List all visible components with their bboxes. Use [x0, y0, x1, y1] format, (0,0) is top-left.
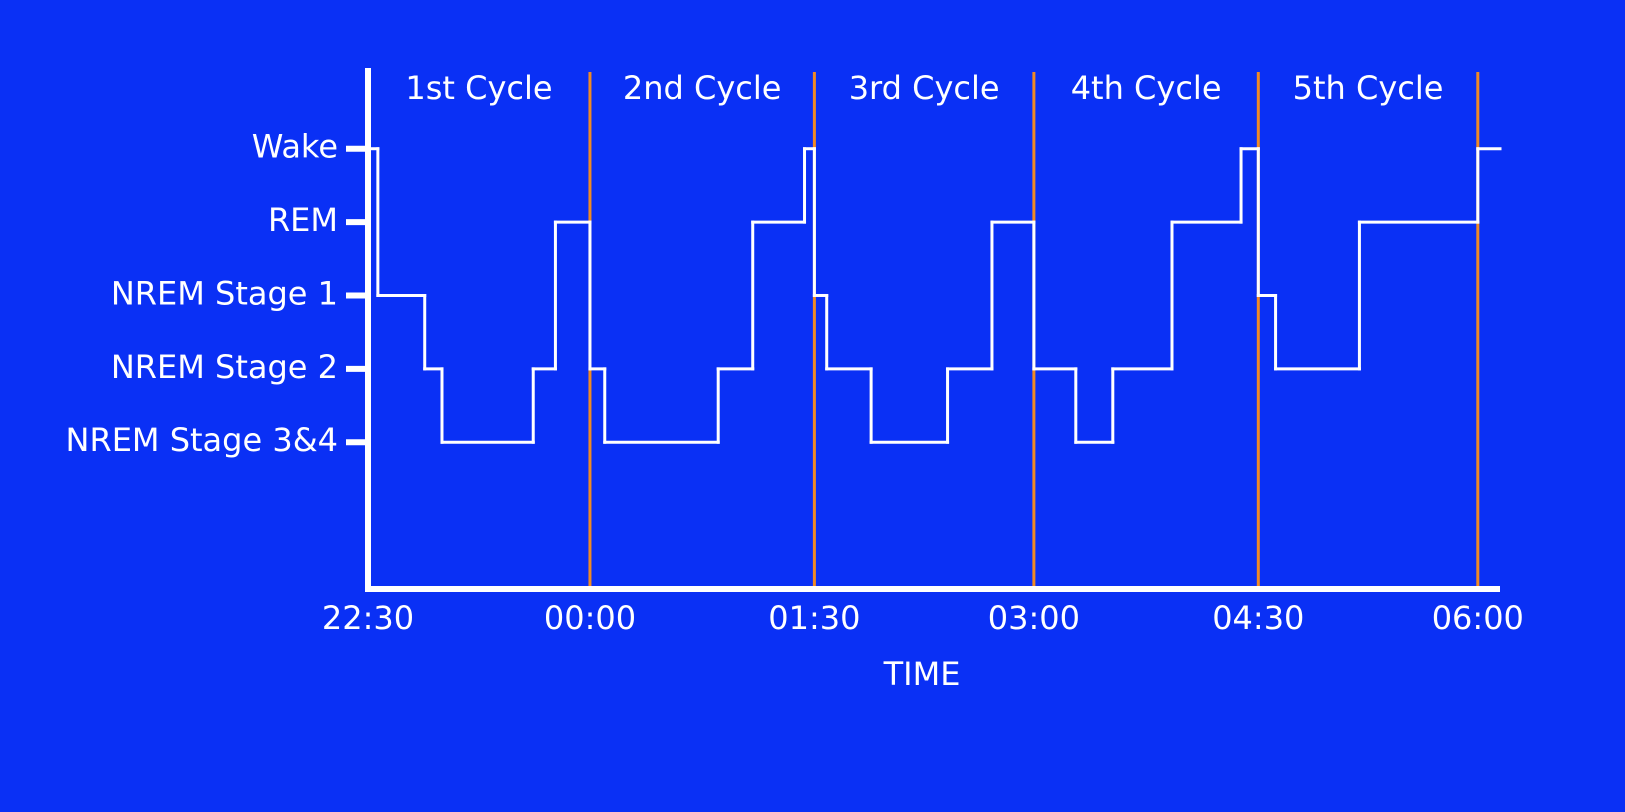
x-tick-label: 04:30	[1212, 599, 1304, 637]
y-tick-label: NREM Stage 2	[111, 348, 338, 386]
x-tick-label: 03:00	[988, 599, 1080, 637]
cycle-label: 2nd Cycle	[623, 69, 782, 107]
y-tick-label: NREM Stage 1	[111, 274, 338, 312]
y-tick-label: REM	[268, 201, 338, 239]
x-tick-label: 06:00	[1432, 599, 1524, 637]
cycle-label: 1st Cycle	[405, 69, 552, 107]
x-tick-label: 01:30	[768, 599, 860, 637]
x-tick-label: 22:30	[322, 599, 414, 637]
cycle-label: 3rd Cycle	[849, 69, 1000, 107]
x-tick-label: 00:00	[544, 599, 636, 637]
cycle-label: 5th Cycle	[1293, 69, 1444, 107]
y-tick-label: Wake	[252, 128, 338, 166]
x-axis-label: TIME	[883, 655, 961, 693]
cycle-label: 4th Cycle	[1071, 69, 1222, 107]
y-tick-label: NREM Stage 3&4	[66, 421, 338, 459]
